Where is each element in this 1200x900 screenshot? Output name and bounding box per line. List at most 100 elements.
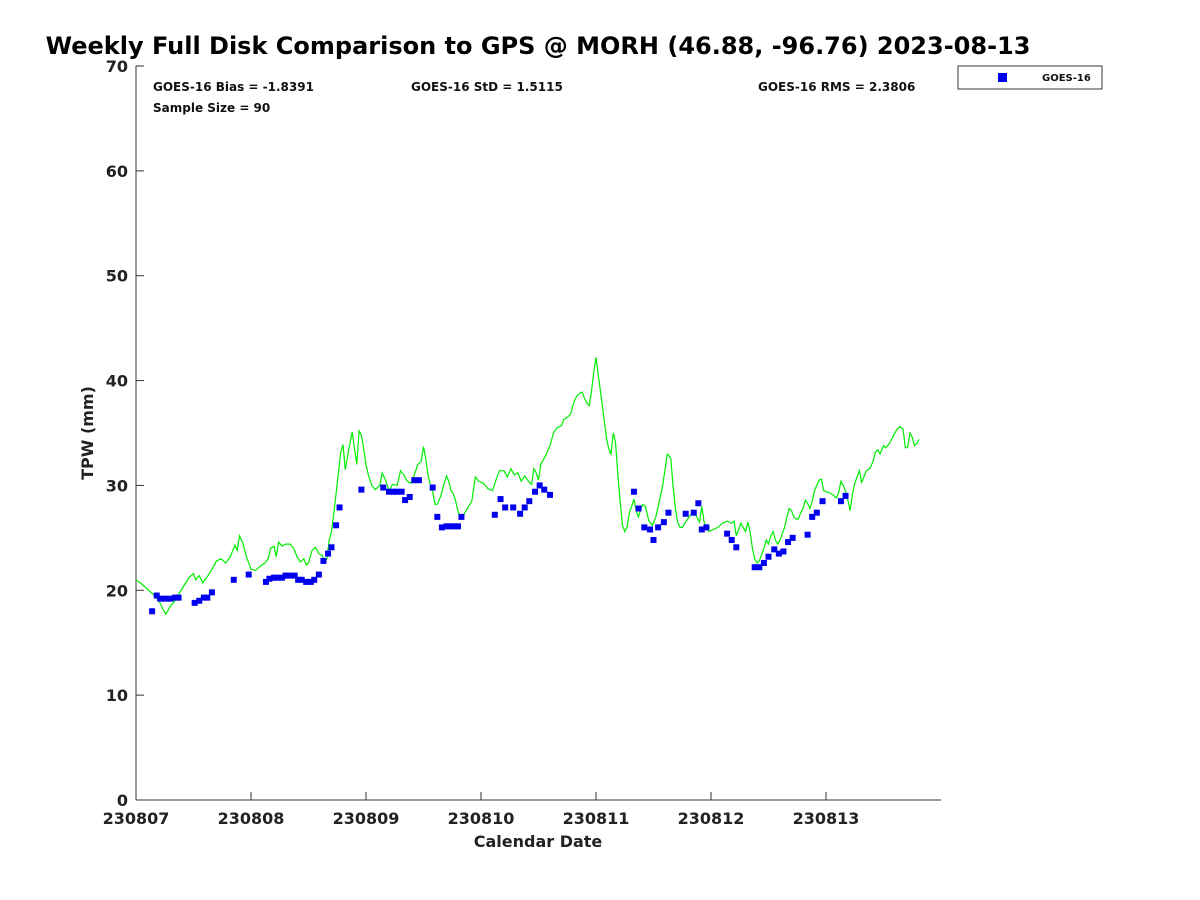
goes-16-point bbox=[200, 594, 207, 601]
goes-16-point bbox=[724, 530, 731, 537]
goes-16-point bbox=[536, 482, 543, 489]
goes-16-point bbox=[415, 477, 422, 484]
goes-16-point bbox=[274, 574, 281, 581]
goes-16-point bbox=[262, 578, 269, 585]
goes-16-point bbox=[380, 484, 387, 491]
goes-16-point bbox=[510, 504, 517, 511]
y-axis-label: TPW (mm) bbox=[78, 386, 97, 480]
std-annotation: GOES-16 StD = 1.5115 bbox=[411, 80, 563, 94]
y-tick-label: 30 bbox=[106, 476, 128, 495]
goes-16-point bbox=[446, 523, 453, 530]
goes-16-point bbox=[695, 500, 702, 507]
gps-line bbox=[135, 357, 920, 616]
goes-16-point bbox=[153, 592, 160, 599]
sample-size-annotation: Sample Size = 90 bbox=[153, 101, 270, 115]
goes-16-point bbox=[266, 575, 273, 582]
goes-16-point bbox=[325, 550, 332, 557]
goes-16-point bbox=[775, 550, 782, 557]
goes-16-point bbox=[390, 488, 397, 495]
goes-16-point bbox=[819, 498, 826, 505]
x-tick-label: 230809 bbox=[333, 809, 400, 828]
goes-16-point bbox=[230, 576, 237, 583]
goes-16-point bbox=[665, 509, 672, 516]
goes-16-point bbox=[287, 572, 294, 579]
goes-16-point bbox=[837, 498, 844, 505]
goes-16-point bbox=[547, 491, 553, 498]
goes-16-point bbox=[358, 486, 365, 493]
legend-marker-goes-16 bbox=[998, 73, 1007, 82]
gps-series bbox=[135, 357, 920, 616]
goes-16-point bbox=[303, 578, 310, 585]
goes-16-point bbox=[333, 522, 340, 529]
goes-16-series bbox=[149, 477, 849, 615]
y-tick-label: 50 bbox=[106, 267, 128, 286]
goes-16-point bbox=[842, 492, 849, 499]
legend-label-goes-16: GOES-16 bbox=[1042, 73, 1091, 84]
goes-16-point bbox=[443, 523, 450, 530]
goes-16-point bbox=[320, 557, 327, 564]
y-tick-label: 70 bbox=[106, 57, 128, 76]
x-axis-ticks: 230807 230808 230809 230810 230811 230812 2308… bbox=[103, 792, 859, 828]
goes-16-point bbox=[491, 511, 498, 518]
goes-16-point bbox=[438, 524, 445, 531]
goes-16-point bbox=[167, 595, 174, 602]
goes-16-point bbox=[307, 578, 314, 585]
y-tick-label: 20 bbox=[106, 581, 128, 600]
goes-16-point bbox=[502, 504, 509, 511]
goes-16-point bbox=[733, 544, 740, 551]
goes-16-point bbox=[157, 595, 164, 602]
x-tick-label: 230811 bbox=[563, 809, 630, 828]
goes-16-point bbox=[703, 524, 710, 531]
goes-16-point bbox=[402, 497, 409, 504]
goes-16-point bbox=[282, 572, 289, 579]
goes-16-point bbox=[630, 488, 637, 495]
goes-16-point bbox=[517, 510, 524, 517]
goes-16-point bbox=[298, 576, 305, 583]
goes-16-point bbox=[406, 493, 413, 500]
goes-16-point bbox=[315, 571, 322, 578]
goes-16-point bbox=[328, 544, 335, 551]
legend: GOES-16 bbox=[957, 65, 1103, 90]
goes-16-point bbox=[655, 524, 662, 531]
goes-16-point bbox=[311, 576, 318, 583]
goes-16-point bbox=[394, 488, 401, 495]
goes-16-point bbox=[526, 498, 533, 505]
goes-16-point bbox=[698, 526, 705, 533]
goes-16-point bbox=[690, 509, 697, 516]
goes-16-point bbox=[760, 560, 767, 567]
goes-16-point bbox=[780, 548, 787, 555]
goes-16-point bbox=[291, 572, 298, 579]
goes-16-point bbox=[635, 505, 642, 512]
goes-16-point bbox=[809, 513, 816, 520]
goes-16-point bbox=[208, 589, 215, 596]
goes-16-point bbox=[398, 488, 405, 495]
goes-16-point bbox=[386, 488, 392, 495]
goes-16-point bbox=[521, 504, 528, 511]
y-tick-label: 10 bbox=[106, 686, 128, 705]
goes-16-point bbox=[175, 594, 182, 601]
x-tick-label: 230807 bbox=[103, 809, 170, 828]
goes-16-point bbox=[204, 594, 211, 601]
goes-16-point bbox=[161, 595, 168, 602]
x-axis-label: Calendar Date bbox=[474, 832, 603, 851]
bias-annotation: GOES-16 Bias = -1.8391 bbox=[153, 80, 314, 94]
goes-16-point bbox=[455, 523, 461, 530]
goes-16-point bbox=[458, 513, 465, 520]
y-tick-label: 40 bbox=[106, 372, 128, 391]
goes-16-point bbox=[295, 576, 302, 583]
goes-16-point bbox=[647, 526, 654, 533]
goes-16-point bbox=[196, 597, 203, 604]
goes-16-point bbox=[682, 510, 689, 517]
rms-annotation: GOES-16 RMS = 2.3806 bbox=[758, 80, 915, 94]
goes-16-point bbox=[785, 539, 792, 546]
goes-16-point bbox=[336, 504, 343, 511]
goes-16-point bbox=[813, 509, 820, 516]
goes-16-point bbox=[765, 553, 772, 560]
goes-16-point bbox=[411, 477, 418, 484]
goes-16-point bbox=[434, 513, 441, 520]
goes-16-point bbox=[728, 536, 735, 543]
goes-16-point bbox=[429, 484, 436, 491]
goes-16-point bbox=[245, 571, 252, 578]
